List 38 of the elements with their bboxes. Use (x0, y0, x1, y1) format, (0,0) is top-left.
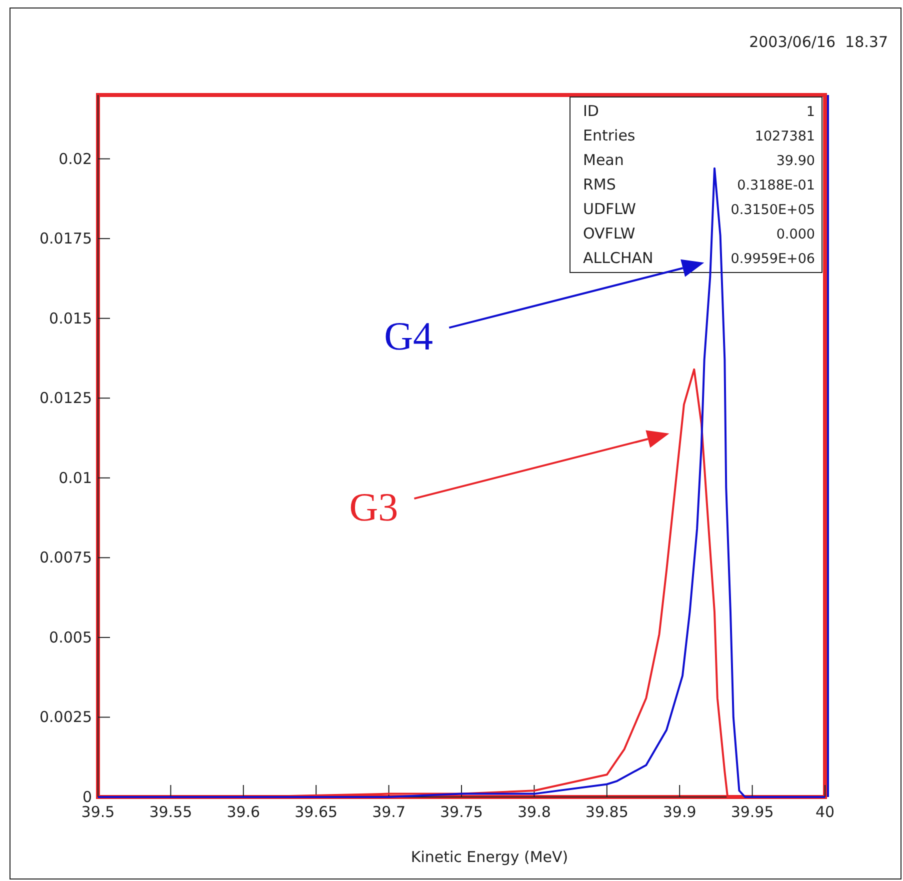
x-tick-label: 39.8 (517, 803, 551, 821)
x-tick-label: 39.9 (662, 803, 696, 821)
y-tick-label: 0 (82, 788, 92, 806)
annotation: ALLCHAN (583, 249, 654, 267)
annotation: Mean (583, 151, 624, 169)
y-tick-label: 0.02 (58, 150, 92, 168)
x-tick-label: 39.75 (440, 803, 483, 821)
y-tick-label: 0.0175 (40, 230, 92, 248)
annotation: 1027381 (754, 128, 815, 144)
x-tick-label: 39.7 (372, 803, 406, 821)
annotation: RMS (583, 176, 616, 194)
annotation: ID (583, 102, 599, 120)
annotation: OVFLW (583, 224, 636, 242)
x-tick-label: 39.5 (81, 803, 115, 821)
x-tick-label: 39.95 (730, 803, 774, 821)
x-tick-label: 39.85 (585, 803, 628, 821)
y-tick-label: 0.0025 (40, 708, 92, 726)
annotation: Entries (583, 126, 636, 144)
annotation: 0.3188E-01 (737, 178, 815, 194)
y-tick-label: 0.005 (49, 628, 92, 646)
annotation: 0.9959E+06 (730, 251, 815, 267)
y-tick-label: 0.0125 (40, 389, 92, 408)
x-tick-label: 40 (815, 803, 835, 821)
text: G3 (349, 484, 398, 530)
annotation: 1 (806, 104, 815, 120)
y-tick-label: 0.0075 (40, 548, 92, 567)
x-tick-label: 39.6 (226, 803, 260, 821)
annotation: UDFLW (583, 200, 636, 218)
text: G4 (384, 314, 434, 359)
text: 2003/06/16 18.37 (749, 33, 888, 51)
x-axis-title: Kinetic Energy (MeV) (410, 848, 568, 866)
annotation: 39.90 (776, 153, 815, 169)
y-tick-label: 0.01 (58, 468, 92, 487)
x-tick-label: 39.65 (294, 803, 338, 821)
annotation: 0.3150E+05 (730, 202, 815, 218)
x-tick-label: 39.55 (149, 803, 192, 821)
y-tick-label: 0.015 (49, 309, 92, 328)
annotation: 0.000 (776, 226, 815, 242)
